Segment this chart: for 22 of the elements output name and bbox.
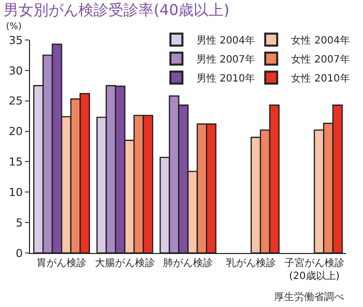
legend-label: 女性 2004年 xyxy=(291,34,350,46)
x-tick-label: 肺がん検診 xyxy=(163,257,213,269)
x-tick-label: 乳がん検診 xyxy=(226,257,276,269)
y-tick-label: 35 xyxy=(8,34,23,47)
x-tick-label: 胃がん検診 xyxy=(36,257,87,269)
x-tick-label: 大腸がん検診 xyxy=(94,257,155,269)
y-tick-label: 5 xyxy=(16,216,23,230)
x-tick-label: 子宮がん検診 (20歳以上) xyxy=(284,257,344,282)
legend-label: 女性 2007年 xyxy=(291,53,350,66)
y-tick-label: 10 xyxy=(8,186,23,199)
text: 厚生労働省調べ xyxy=(274,291,344,303)
legend-label: 男性 2007年 xyxy=(196,53,256,66)
y-tick-label: 30 xyxy=(8,64,23,78)
y-tick-label: 20 xyxy=(8,125,23,138)
y-tick-label: 25 xyxy=(8,94,23,108)
y-tick-label: 0 xyxy=(16,246,23,260)
y-axis-title: (%) xyxy=(6,22,22,32)
legend-label: 男性 2010年 xyxy=(196,72,256,84)
legend-label: 男性 2004年 xyxy=(196,34,256,46)
y-tick-label: 15 xyxy=(8,156,23,169)
chart-title: 男女別がん検診受診率(40歳以上) xyxy=(4,1,230,20)
legend-label: 女性 2010年 xyxy=(291,72,350,84)
